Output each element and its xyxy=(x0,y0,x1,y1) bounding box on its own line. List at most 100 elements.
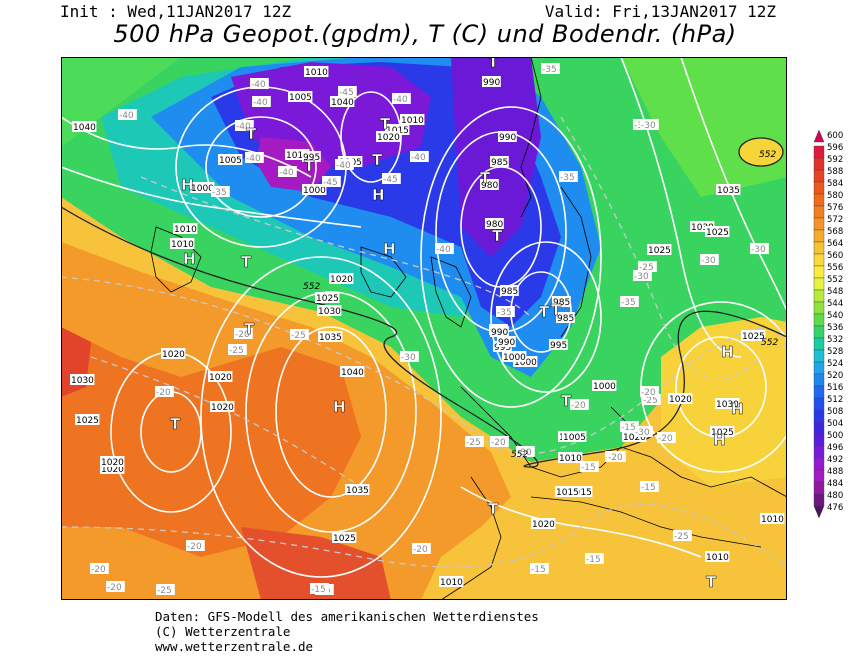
legend-color-box xyxy=(813,421,825,435)
chart-title: 500 hPa Geopot.(gpdm), T (C) und Bodendr… xyxy=(113,20,737,48)
high-pressure-symbol: H xyxy=(731,400,744,418)
temperature-label: -40 xyxy=(279,168,294,178)
pressure-label-bg xyxy=(705,551,730,562)
legend-color-box xyxy=(813,373,825,387)
low-pressure-symbol: T xyxy=(372,151,383,169)
temperature-label: -30 xyxy=(517,448,532,458)
high-pressure-symbol: H xyxy=(713,431,726,449)
map-frame xyxy=(61,57,787,600)
pressure-label-bg xyxy=(170,238,195,249)
legend-level-label: 564 xyxy=(827,239,843,249)
field-darkorange xyxy=(61,327,361,557)
legend-level-label: 524 xyxy=(827,359,843,369)
high-pressure-symbol: H xyxy=(333,398,346,416)
pressure-label: 1025 xyxy=(76,416,99,426)
temperature-label: -20 xyxy=(91,565,106,575)
pressure-label: 1010 xyxy=(286,151,309,161)
temperature-label-bg xyxy=(382,173,401,184)
temperature-label-bg xyxy=(607,451,626,462)
low-pressure-symbol: T xyxy=(539,303,550,321)
temperature-label: -40 xyxy=(411,153,426,163)
temperature-label: -25 xyxy=(674,532,689,542)
legend-color-box xyxy=(813,337,825,351)
pressure-label-bg xyxy=(302,184,327,195)
pressure-label-bg xyxy=(760,513,785,524)
low-pressure-symbol: T xyxy=(246,125,257,143)
temperature-label: -15 xyxy=(621,423,636,433)
legend-level-label: 584 xyxy=(827,179,843,189)
legend-color-box xyxy=(813,409,825,423)
pressure-label: 1000 xyxy=(514,358,537,368)
temperature-label: -35 xyxy=(212,188,227,198)
temperature-label-bg xyxy=(410,151,429,162)
pressure-label-bg xyxy=(549,339,568,350)
temperature-label-bg xyxy=(338,86,357,97)
legend-color-box xyxy=(813,361,825,375)
temperature-label: -35 xyxy=(497,308,512,318)
pressure-label: 1040 xyxy=(331,98,354,108)
high-pressure-symbol: H xyxy=(383,240,396,258)
legend-level-label: 508 xyxy=(827,407,843,417)
pressure-label: 1015 xyxy=(569,488,592,498)
temperature-label-bg xyxy=(156,584,175,595)
temperature-label-bg xyxy=(250,78,269,89)
temperature-label: -20 xyxy=(658,434,673,444)
legend-color-box xyxy=(813,289,825,303)
pressure-label: 985 xyxy=(553,298,570,308)
legend-color-box xyxy=(813,145,825,159)
field-magenta xyxy=(256,137,331,192)
temperature-label-bg xyxy=(211,186,230,197)
temperature-label: -20 xyxy=(608,453,623,463)
temperature-label-bg xyxy=(750,243,769,254)
pressure-label: 985 xyxy=(557,314,574,324)
legend-level-labels: 600 596 592 588 584 580 576 572 568 564 560 556 552 5… xyxy=(827,131,843,513)
pressure-label-bg xyxy=(345,484,370,495)
footer-website-link[interactable]: www.wetterzentrale.de xyxy=(155,639,314,654)
temperature-label-bg xyxy=(335,159,354,170)
legend-color-box xyxy=(813,277,825,291)
temperature-label: -40 xyxy=(246,154,261,164)
pressure-label: 990 xyxy=(499,133,516,143)
temperature-label: -20 xyxy=(491,438,506,448)
geopotential-label: 552 xyxy=(511,450,528,460)
color-legend: 600 596 592 588 584 580 576 572 568 564 560 556 552 5… xyxy=(813,130,843,519)
pressure-label-bg xyxy=(705,226,730,237)
temperature-label-bg xyxy=(118,109,137,120)
pressure-label: 1025 xyxy=(333,534,356,544)
temperature-label: -15 xyxy=(586,555,601,565)
temperature-label: -25 xyxy=(157,586,172,596)
legend-level-label: 476 xyxy=(827,503,843,513)
legend-level-label: 556 xyxy=(827,263,843,273)
temperature-label: -15 xyxy=(581,463,596,473)
temperature-label: -35 xyxy=(621,298,636,308)
temperature-label: -25 xyxy=(291,331,306,341)
temperature-label: -30 xyxy=(401,353,416,363)
pressure-label: 990 xyxy=(498,338,515,348)
pressure-label: 1025 xyxy=(706,228,729,238)
temperature-label: -20 xyxy=(235,330,250,340)
legend-level-label: 588 xyxy=(827,167,843,177)
temperature-label: -25 xyxy=(466,438,481,448)
temperature-label: -30 xyxy=(635,428,650,438)
temperature-label: -30 xyxy=(641,121,656,131)
legend-color-box xyxy=(813,433,825,447)
temperature-label-bg xyxy=(496,306,515,317)
temperature-label-layer: -40-40-45-40-40-40-35-45-40-40-45-35-30-… xyxy=(90,63,769,596)
temperature-label: -20 xyxy=(156,388,171,398)
legend-color-box xyxy=(813,445,825,459)
legend-level-label: 504 xyxy=(827,419,843,429)
temperature-label: -40 xyxy=(436,245,451,255)
temperature-label: -40 xyxy=(251,80,266,90)
pressure-label-bg xyxy=(498,131,517,142)
pressure-label: 990 xyxy=(483,78,500,88)
temperature-label: -25 xyxy=(639,263,654,273)
pressure-label: 1010 xyxy=(706,553,729,563)
pressure-label-bg xyxy=(315,292,340,303)
valid-time: Valid: Fri,13JAN2017 12Z xyxy=(544,2,776,21)
temperature-label-bg xyxy=(490,436,509,447)
geopotential-contour-552 xyxy=(61,137,787,468)
temperature-label-bg xyxy=(640,481,659,492)
legend-color-box xyxy=(813,325,825,339)
